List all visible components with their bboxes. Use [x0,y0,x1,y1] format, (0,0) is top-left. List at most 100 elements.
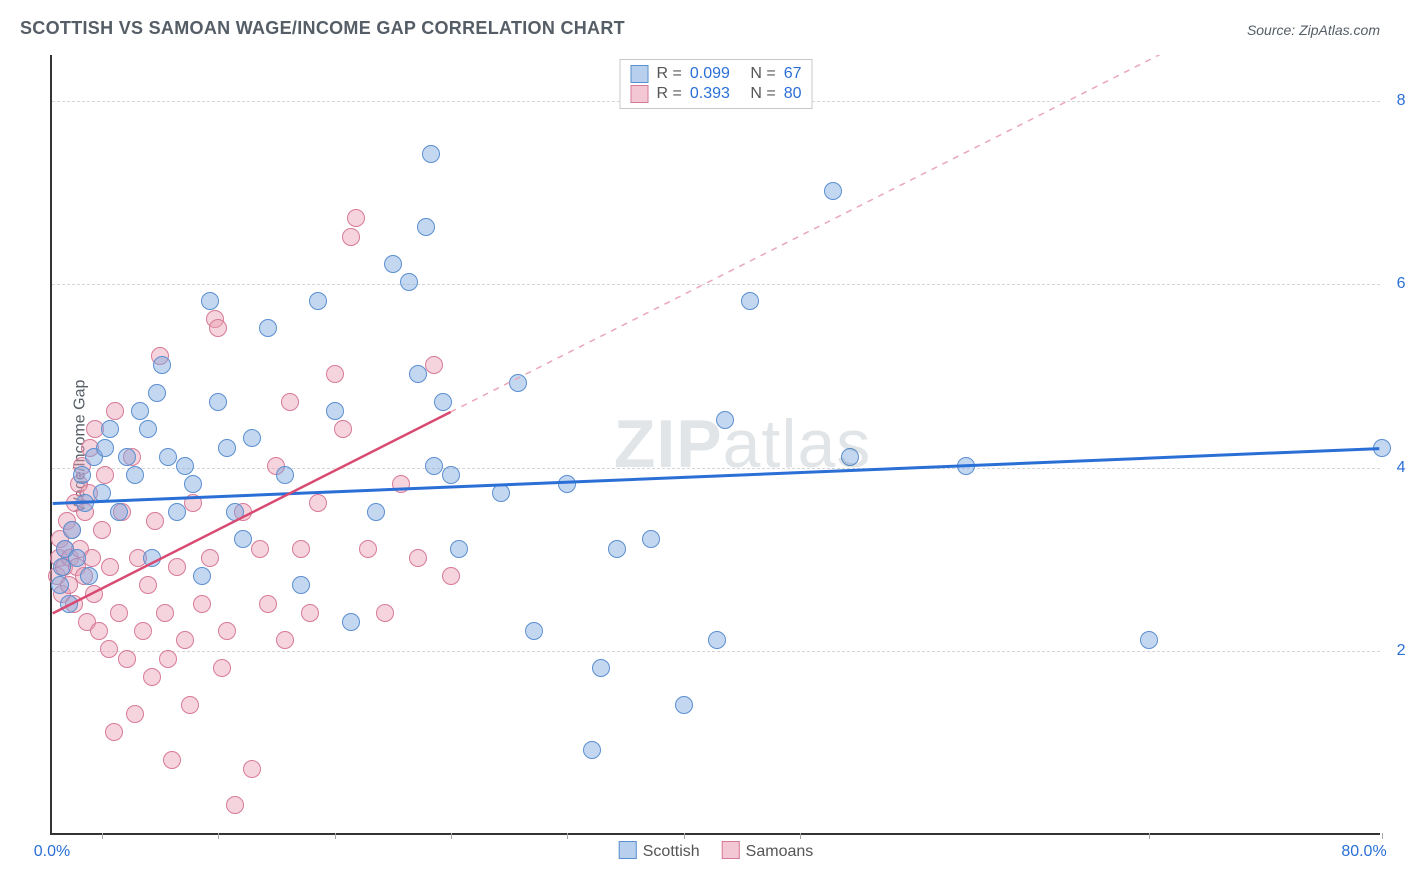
gridline [52,468,1380,469]
legend-item-samoans: Samoans [722,841,814,861]
samoans-point [143,668,161,686]
x-minor-tick [451,833,452,839]
watermark: ZIPatlas [614,405,871,483]
scottish-point [209,393,227,411]
scottish-point [68,549,86,567]
samoans-point [100,640,118,658]
samoans-point [163,751,181,769]
legend-row-scottish: R = 0.099 N = 67 [631,64,802,84]
x-minor-tick [218,833,219,839]
samoans-point [218,622,236,640]
scottish-point [226,503,244,521]
x-minor-tick [335,833,336,839]
samoans-point [309,494,327,512]
scottish-point [60,595,78,613]
samoans-point [96,466,114,484]
gridline [52,284,1380,285]
scottish-point [367,503,385,521]
scottish-point [153,356,171,374]
scottish-point [384,255,402,273]
samoans-point [334,420,352,438]
samoans-point [85,585,103,603]
scottish-point [608,540,626,558]
x-tick-label-max: 80.0% [1341,843,1386,861]
n-label: N = [750,65,775,83]
scottish-point [434,393,452,411]
scottish-point [509,374,527,392]
scottish-point [63,521,81,539]
scottish-point [326,402,344,420]
samoans-point [93,521,111,539]
swatch-icon [631,65,649,83]
samoans-point [139,576,157,594]
samoans-point [442,567,460,585]
samoans-point [181,696,199,714]
scottish-point [525,622,543,640]
r-value: 0.393 [690,85,730,103]
samoans-point [201,549,219,567]
samoans-point [376,604,394,622]
scottish-point [417,218,435,236]
samoans-point [292,540,310,558]
samoans-point [146,512,164,530]
y-tick-label: 80.0% [1386,92,1406,110]
x-minor-tick [684,833,685,839]
samoans-point [110,604,128,622]
scottish-point [292,576,310,594]
samoans-point [209,319,227,337]
source-label: Source: ZipAtlas.com [1247,22,1380,38]
n-label: N = [750,85,775,103]
scottish-point [184,475,202,493]
scottish-point [234,530,252,548]
scottish-point [400,273,418,291]
x-minor-tick [800,833,801,839]
scottish-point [741,292,759,310]
legend-row-samoans: R = 0.393 N = 80 [631,84,802,104]
y-tick-label: 40.0% [1386,459,1406,477]
x-minor-tick [1149,833,1150,839]
scottish-point [73,466,91,484]
samoans-point [168,558,186,576]
samoans-point [101,558,119,576]
scottish-point [450,540,468,558]
samoans-point [326,365,344,383]
scottish-point [342,613,360,631]
legend-correlation-box: R = 0.099 N = 67 R = 0.393 N = 80 [620,59,813,109]
n-value: 67 [784,65,802,83]
scottish-point [492,484,510,502]
samoans-point [90,622,108,640]
scottish-point [101,420,119,438]
chart-title: SCOTTISH VS SAMOAN WAGE/INCOME GAP CORRE… [20,18,625,39]
samoans-point [105,723,123,741]
scottish-point [558,475,576,493]
n-value: 80 [784,85,802,103]
samoans-point [126,705,144,723]
samoans-point [281,393,299,411]
gridline [52,651,1380,652]
samoans-point [213,659,231,677]
scottish-point [583,741,601,759]
scottish-point [276,466,294,484]
samoans-point [176,631,194,649]
scottish-point [143,549,161,567]
swatch-icon [722,841,740,859]
scottish-point [201,292,219,310]
x-minor-tick [567,833,568,839]
x-minor-tick [102,833,103,839]
samoans-point [106,402,124,420]
scottish-point [168,503,186,521]
scottish-point [957,457,975,475]
swatch-icon [631,85,649,103]
scottish-point [309,292,327,310]
scottish-point [409,365,427,383]
scottish-point [716,411,734,429]
x-tick-label-min: 0.0% [34,843,70,861]
samoans-point [259,595,277,613]
samoans-point [425,356,443,374]
scottish-point [708,631,726,649]
samoans-point [159,650,177,668]
samoans-point [359,540,377,558]
x-minor-tick [1382,833,1383,839]
y-tick-label: 60.0% [1386,275,1406,293]
scottish-point [425,457,443,475]
